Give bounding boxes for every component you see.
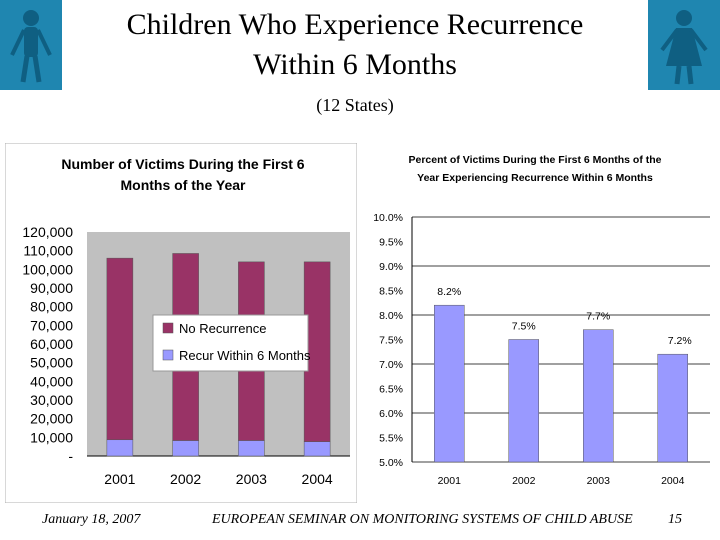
- boy-figure-icon: [0, 0, 62, 90]
- y-tick-label: 100,000: [22, 261, 73, 277]
- chart-title-line-1: Percent of Victims During the First 6 Mo…: [409, 154, 662, 166]
- slide-subtitle: (12 States): [316, 95, 394, 115]
- y-tick-label: 9.5%: [379, 237, 403, 249]
- legend-swatch: [162, 322, 174, 334]
- x-tick-label: 2004: [661, 475, 685, 487]
- legend-label: No Recurrence: [179, 321, 266, 336]
- recurrence-percent-chart-svg: Percent of Victims During the First 6 Mo…: [373, 154, 710, 487]
- x-tick-label: 2002: [512, 475, 536, 487]
- y-tick-label: -: [68, 448, 73, 464]
- chart-title-line-2: Months of the Year: [121, 177, 247, 193]
- y-tick-label: 5.5%: [379, 433, 403, 445]
- y-tick-label: 7.0%: [379, 359, 403, 371]
- y-tick-label: 8.5%: [379, 286, 403, 298]
- legend-box: [152, 314, 309, 372]
- y-tick-label: 6.0%: [379, 408, 403, 420]
- data-label-2002: 7.5%: [512, 321, 536, 333]
- bar-2001: [434, 304, 465, 463]
- footer-seminar: EUROPEAN SEMINAR ON MONITORING SYSTEMS O…: [212, 512, 633, 527]
- bar-no-recurrence-2001: [106, 257, 134, 441]
- y-tick-label: 5.0%: [379, 457, 403, 469]
- data-label-2003: 7.7%: [586, 311, 610, 323]
- slide-title-line2: Within 6 Months: [253, 48, 457, 81]
- y-tick-label: 10,000: [30, 429, 73, 445]
- x-tick-label: 2001: [438, 475, 462, 487]
- legend-label: Recur Within 6 Months: [179, 348, 311, 363]
- bar-recur-within-6-months-2002: [172, 440, 199, 457]
- bar-recur-within-6-months-2004: [303, 441, 331, 457]
- chart-title-line-2: Year Experiencing Recurrence Within 6 Mo…: [417, 172, 653, 184]
- y-tick-label: 7.5%: [379, 335, 403, 347]
- data-label-2001: 8.2%: [437, 286, 461, 298]
- y-tick-label: 120,000: [22, 224, 73, 240]
- x-tick-label: 2004: [302, 471, 333, 487]
- x-tick-label: 2001: [104, 471, 135, 487]
- bar-2003: [583, 329, 614, 463]
- y-tick-label: 10.0%: [373, 212, 403, 224]
- victims-count-chart-svg: Number of Victims During the First 6 Mont…: [4, 142, 358, 504]
- data-label-2004: 7.2%: [668, 335, 692, 347]
- y-tick-label: 40,000: [30, 373, 73, 389]
- x-tick-label: 2003: [587, 475, 611, 487]
- bar-2002: [508, 339, 539, 463]
- x-tick-label: 2003: [236, 471, 267, 487]
- victims-count-chart: Number of Victims During the First 6 Mont…: [4, 142, 358, 504]
- y-tick-label: 90,000: [30, 280, 73, 296]
- y-tick-label: 20,000: [30, 411, 73, 427]
- footer-date: January 18, 2007: [42, 512, 141, 527]
- recurrence-percent-chart: Percent of Victims During the First 6 Mo…: [360, 143, 715, 498]
- y-tick-label: 30,000: [30, 392, 73, 408]
- y-tick-label: 80,000: [30, 299, 73, 315]
- bar-recur-within-6-months-2001: [106, 439, 134, 457]
- bar-recur-within-6-months-2003: [238, 440, 265, 457]
- girl-figure-icon: [648, 0, 720, 90]
- bar-2004: [657, 353, 688, 463]
- y-tick-label: 9.0%: [379, 261, 403, 273]
- y-tick-label: 110,000: [23, 243, 73, 259]
- y-tick-label: 50,000: [30, 355, 73, 371]
- y-tick-label: 70,000: [30, 317, 73, 333]
- slide-title-line1: Children Who Experience Recurrence: [126, 8, 584, 41]
- legend-swatch: [162, 349, 174, 361]
- y-tick-label: 8.0%: [379, 310, 403, 322]
- x-tick-label: 2002: [170, 471, 201, 487]
- y-tick-label: 6.5%: [379, 384, 403, 396]
- footer-page-number: 15: [668, 512, 682, 527]
- chart-title-line-1: Number of Victims During the First 6: [61, 156, 304, 172]
- y-tick-label: 60,000: [30, 336, 73, 352]
